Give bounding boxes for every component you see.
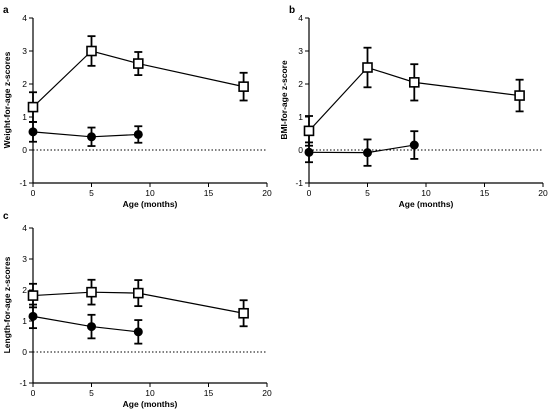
- x-axis-title: Age (months): [399, 199, 454, 209]
- data-point-circle: [363, 148, 372, 158]
- data-point-square: [362, 62, 373, 73]
- data-point-square: [86, 286, 97, 298]
- y-tick-label: 3: [22, 254, 27, 264]
- series-line: [308, 66, 520, 132]
- y-tick-label: 1: [298, 112, 303, 122]
- data-point-square: [133, 58, 144, 69]
- y-tick-label: -1: [19, 378, 27, 388]
- series-open-square: [27, 278, 249, 328]
- series-filled-circle: [28, 303, 143, 345]
- x-tick-label: 10: [145, 188, 155, 198]
- panel-letter: a: [3, 5, 9, 16]
- data-point-square: [514, 90, 525, 101]
- data-point-circle: [304, 147, 314, 157]
- y-tick-label: 2: [298, 79, 303, 89]
- series-line: [32, 291, 244, 314]
- data-point-square: [27, 101, 39, 113]
- data-point-square: [238, 81, 249, 92]
- y-tick-label: 2: [22, 285, 27, 295]
- x-tick-label: 15: [204, 188, 214, 198]
- y-tick-label: 4: [22, 13, 27, 23]
- series-filled-circle: [28, 121, 143, 147]
- data-point-circle: [28, 127, 38, 137]
- data-point-square: [86, 45, 97, 57]
- data-point-square: [27, 290, 39, 301]
- data-point-circle: [133, 129, 143, 139]
- y-axis-title: Length-for-age z-scores: [2, 256, 12, 353]
- panel-b: b -1 0 1 2 3 4 0 5 10 15 20 Age (months) BMI-for-age …: [279, 5, 548, 209]
- series-open-square: [27, 35, 249, 123]
- y-tick-label: 0: [298, 145, 303, 155]
- y-axis-title: Weight-for-age z-scores: [2, 51, 12, 148]
- x-axis-title: Age (months): [123, 199, 178, 209]
- y-tick-label: 2: [22, 79, 27, 89]
- x-tick-label: 10: [421, 188, 431, 198]
- x-tick-label: 20: [262, 188, 272, 198]
- data-point-square: [408, 77, 420, 88]
- series-line: [32, 131, 139, 138]
- data-point-circle: [133, 327, 143, 337]
- data-point-circle: [87, 132, 96, 142]
- series-filled-circle: [304, 130, 419, 167]
- y-tick-label: 1: [22, 316, 27, 326]
- panel-c: c -1 0 1 2 3 4 0 5 10 15 20 Age (months) Length-for-a…: [2, 211, 272, 409]
- y-tick-label: -1: [19, 178, 27, 188]
- y-tick-label: 0: [22, 347, 27, 357]
- x-tick-label: 20: [538, 188, 548, 198]
- x-tick-label: 0: [31, 388, 36, 398]
- x-tick-label: 15: [480, 188, 490, 198]
- y-tick-label: 0: [22, 145, 27, 155]
- x-tick-label: 5: [365, 188, 370, 198]
- series-line: [32, 315, 139, 333]
- x-tick-label: 0: [307, 188, 312, 198]
- y-tick-label: 3: [22, 46, 27, 56]
- panel-a: a -1 0 1 2 3 4 0 5 10 15 20 Age (months) Weight-for-a…: [2, 5, 272, 209]
- x-tick-label: 0: [31, 188, 36, 198]
- data-point-circle: [87, 322, 96, 332]
- x-tick-label: 20: [262, 388, 272, 398]
- series-line: [32, 50, 244, 108]
- x-axis-title: Age (months): [123, 399, 178, 409]
- y-axis-title: BMI-for-age z-score: [279, 60, 289, 140]
- y-tick-label: 3: [298, 46, 303, 56]
- y-tick-label: 4: [22, 223, 27, 233]
- x-tick-label: 5: [89, 188, 94, 198]
- y-tick-label: 4: [298, 13, 303, 23]
- data-point-circle: [28, 311, 38, 321]
- x-tick-label: 15: [204, 388, 214, 398]
- series-open-square: [303, 46, 525, 147]
- data-point-square: [303, 125, 315, 137]
- y-tick-label: -1: [295, 178, 303, 188]
- data-point-square: [133, 287, 144, 299]
- data-point-circle: [409, 140, 419, 150]
- panel-letter: c: [3, 211, 9, 222]
- y-tick-label: 1: [22, 112, 27, 122]
- x-tick-label: 5: [89, 388, 94, 398]
- series-line: [308, 144, 415, 154]
- panel-letter: b: [289, 5, 295, 16]
- x-tick-label: 10: [145, 388, 155, 398]
- data-point-square: [238, 307, 249, 319]
